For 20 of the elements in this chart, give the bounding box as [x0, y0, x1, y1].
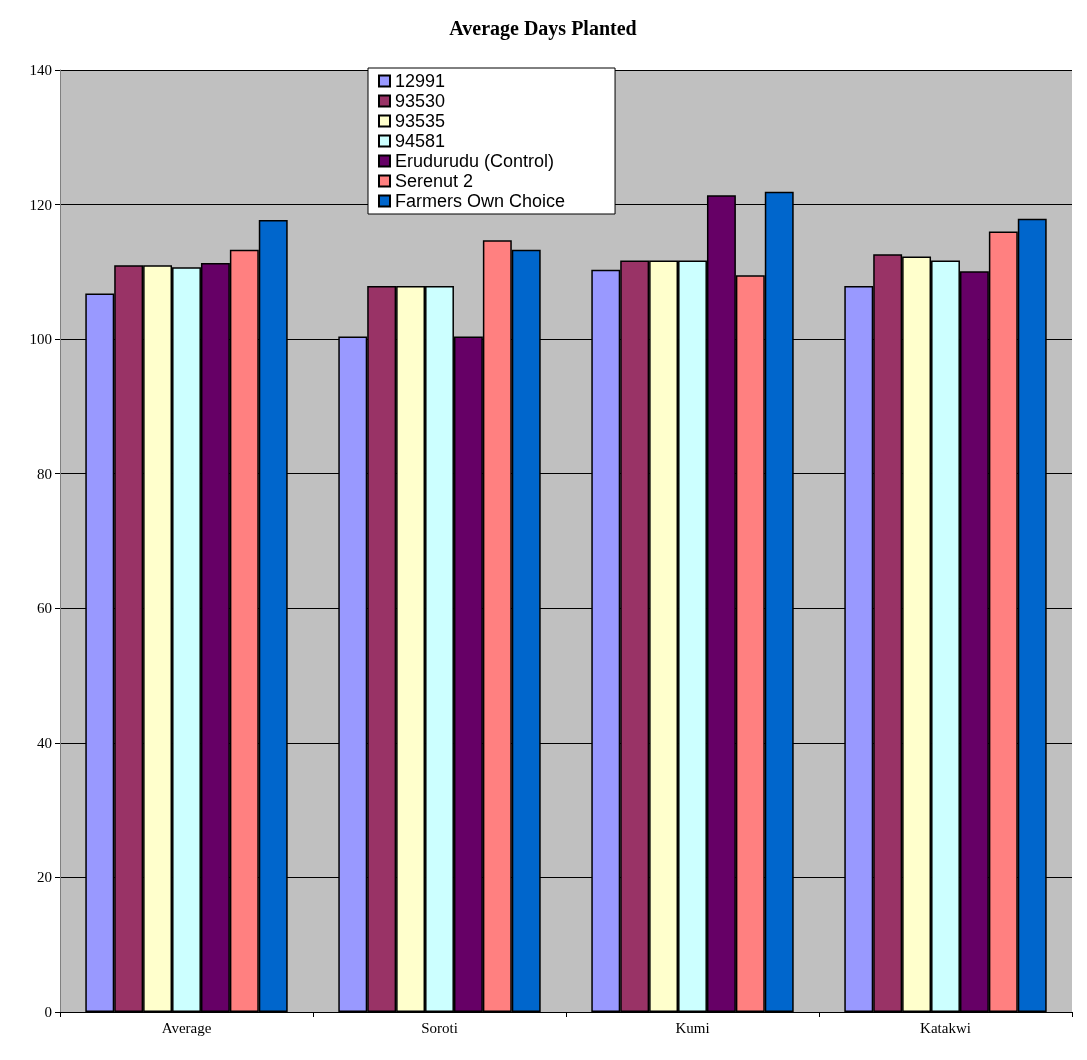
- y-tick-label: 20: [37, 869, 52, 886]
- x-tick-label: Soroti: [421, 1019, 458, 1036]
- legend-label: 93535: [395, 111, 446, 131]
- legend-label: 94581: [395, 131, 446, 151]
- chart-title: Average Days Planted: [449, 17, 637, 40]
- legend-label: Farmers Own Choice: [395, 191, 566, 211]
- legend-label: 93530: [395, 91, 446, 111]
- y-tick-label: 140: [29, 62, 52, 78]
- y-tick-label: 80: [37, 465, 52, 482]
- legend-label: Erudurudu (Control): [395, 151, 555, 171]
- legend-label: 12991: [395, 71, 446, 91]
- y-tick-label: 0: [44, 1004, 52, 1020]
- y-tick-label: 100: [29, 331, 52, 348]
- x-tick-label: Average: [161, 1019, 212, 1036]
- legend-label: Serenut 2: [395, 171, 474, 191]
- y-tick-label: 60: [37, 600, 52, 617]
- y-tick-label: 40: [37, 734, 52, 751]
- x-tick-label: Katakwi: [920, 1019, 971, 1036]
- x-tick-label: Kumi: [675, 1019, 710, 1036]
- y-tick-label: 120: [29, 196, 52, 213]
